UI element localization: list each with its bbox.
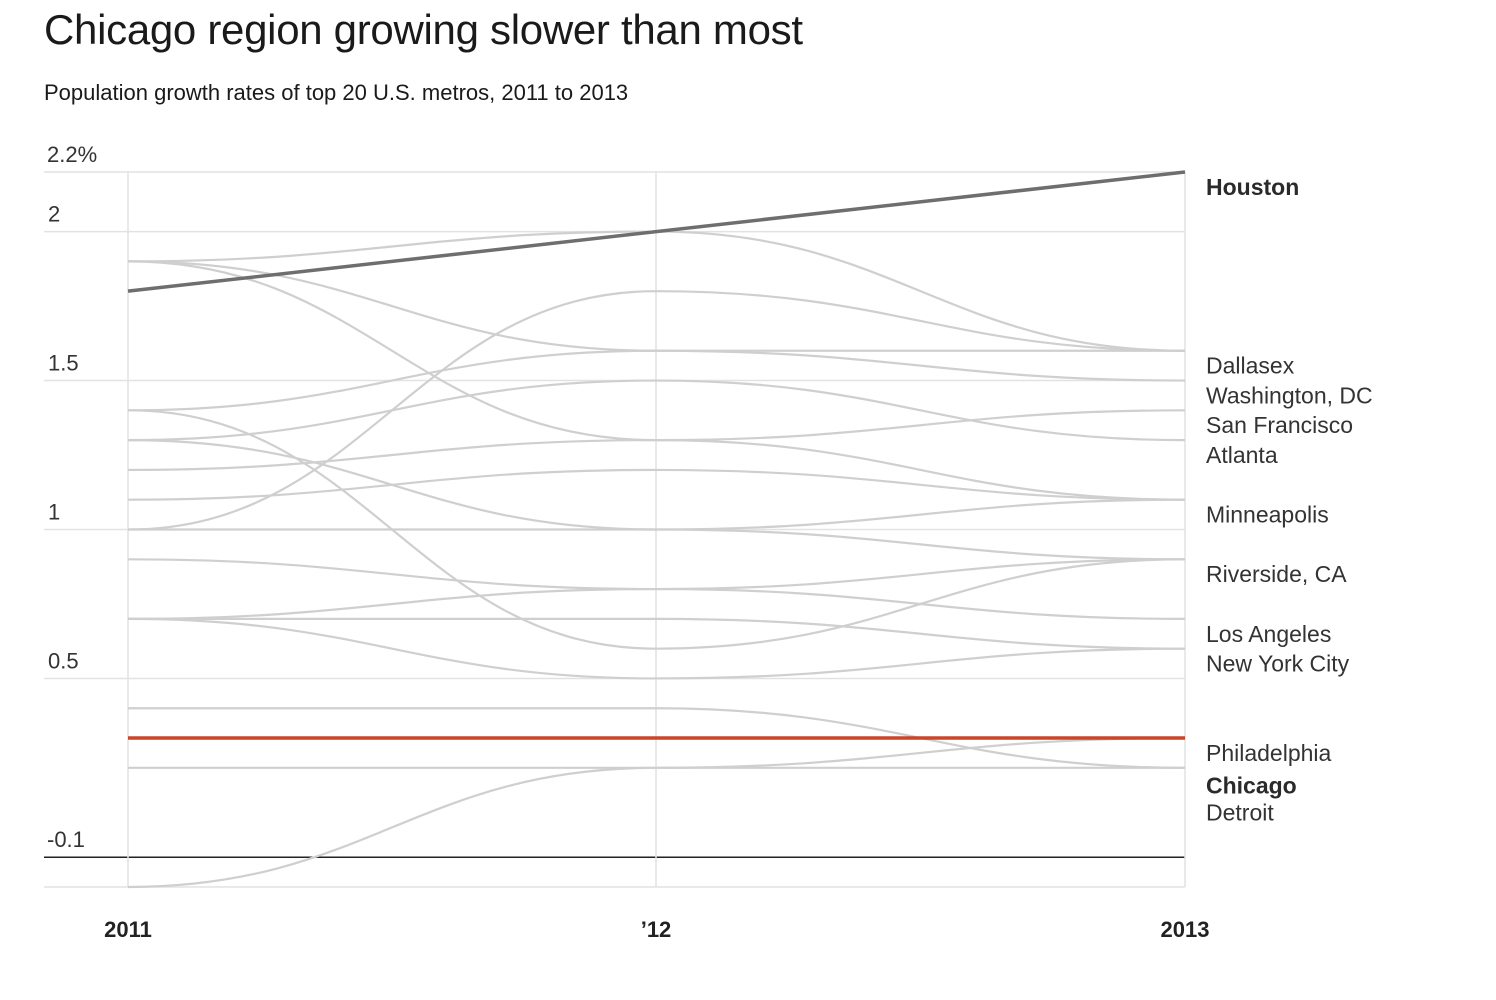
series-line-metro-h xyxy=(127,409,1186,472)
y-tick-label: 2 xyxy=(48,202,60,227)
series-line-metro-p xyxy=(128,707,1186,769)
series-line-metro-o xyxy=(127,617,1186,680)
y-tick-label: 2.2% xyxy=(47,142,97,167)
end-label: San Francisco xyxy=(1206,412,1353,438)
y-tick-label: 0.5 xyxy=(48,648,79,673)
series-line-metro-r xyxy=(127,736,1186,889)
chart-subtitle: Population growth rates of top 20 U.S. m… xyxy=(44,80,629,105)
x-tick-label: 2011 xyxy=(104,917,152,942)
end-label: Dallasex xyxy=(1206,353,1295,379)
series-line-metro-j xyxy=(127,290,1186,531)
end-label: Houston xyxy=(1206,174,1299,200)
y-tick-label: 1 xyxy=(48,500,60,525)
series-line-houston xyxy=(127,170,1186,293)
chart-title: Chicago region growing slower than most xyxy=(44,6,803,53)
end-label: Detroit xyxy=(1206,800,1274,826)
series-line-metro-m xyxy=(127,558,1186,620)
end-label: Chicago xyxy=(1206,773,1297,799)
series-line-metro-f xyxy=(127,379,1186,442)
end-label: Riverside, CA xyxy=(1206,561,1347,587)
series-line-metro-k xyxy=(128,528,1186,561)
end-label: Minneapolis xyxy=(1206,502,1329,528)
series-line-metro-n xyxy=(127,617,1186,650)
series-line-metro-e xyxy=(127,409,1186,650)
end-label: Atlanta xyxy=(1206,442,1278,468)
end-label: New York City xyxy=(1206,651,1350,677)
y-tick-label: -0.1 xyxy=(47,827,85,852)
series-line-metro-d xyxy=(127,349,1185,412)
y-tick-label: 1.5 xyxy=(48,351,79,376)
x-tick-label: ’12 xyxy=(641,917,672,942)
series-line-metro-i xyxy=(127,468,1186,501)
end-label: Philadelphia xyxy=(1206,740,1332,766)
end-label: Washington, DC xyxy=(1206,382,1373,408)
x-tick-label: 2013 xyxy=(1161,917,1210,942)
end-label: Los Angeles xyxy=(1206,621,1331,647)
